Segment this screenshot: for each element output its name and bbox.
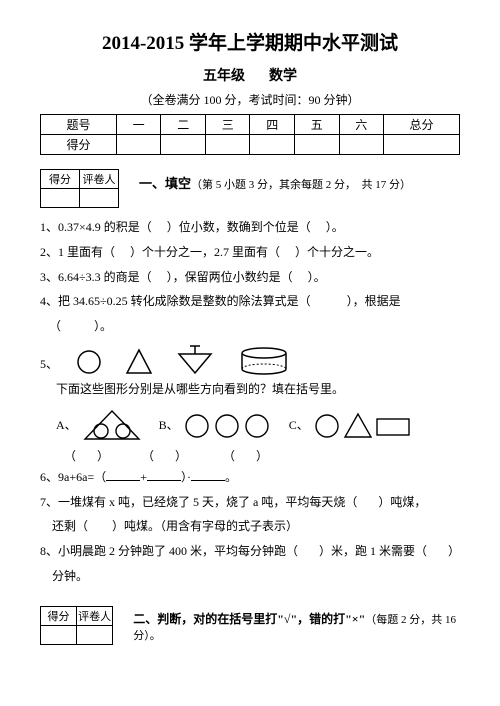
th-4: 四 bbox=[250, 115, 295, 135]
cell bbox=[384, 135, 460, 155]
cell bbox=[41, 189, 80, 208]
opt-c-label: C、 bbox=[289, 416, 309, 433]
q6b: + bbox=[140, 470, 147, 484]
th-total: 总分 bbox=[384, 115, 460, 135]
q4b: （ ）。 bbox=[40, 315, 460, 338]
section-1-title: 一、填空 bbox=[139, 176, 191, 191]
q6c: ）· bbox=[181, 470, 191, 484]
subtitle: 五年级 数学 bbox=[40, 65, 460, 85]
th-5: 五 bbox=[294, 115, 339, 135]
small-grader: 评卷人 bbox=[80, 170, 119, 189]
q4a: 4、把 34.65÷0.25 转化成除数是整数的除法算式是（ ），根据是 bbox=[40, 290, 460, 313]
th-3: 三 bbox=[205, 115, 250, 135]
marker-table-1: 得分 评卷人 bbox=[40, 169, 119, 208]
q8b: 分钟。 bbox=[40, 565, 460, 588]
cell bbox=[161, 135, 206, 155]
q8a: 8、小明晨跑 2 分钟跑了 400 米，平均每分钟跑（ ）米，跑 1 米需要（ … bbox=[40, 540, 460, 563]
q2: 2、1 里面有（ ）个十分之一，2.7 里面有（ ）个十分之一。 bbox=[40, 241, 460, 264]
q1: 1、0.37×4.9 的积是（ ）位小数，数确到个位是（ ）。 bbox=[40, 216, 460, 239]
score-table: 题号 一 二 三 四 五 六 总分 得分 bbox=[40, 114, 460, 155]
q7b: 还剩（ ）吨煤。（用含有字母的式子表示） bbox=[40, 515, 460, 538]
cell bbox=[77, 625, 113, 644]
marker-table-2: 得分 评卷人 bbox=[40, 606, 113, 645]
th-num: 题号 bbox=[41, 115, 117, 135]
q6d: 。 bbox=[225, 470, 237, 484]
opt-a-icon bbox=[81, 409, 143, 441]
cell bbox=[250, 135, 295, 155]
cell bbox=[339, 135, 384, 155]
cell bbox=[116, 135, 161, 155]
opt-b-label: B、 bbox=[159, 416, 179, 433]
grade: 五年级 bbox=[203, 69, 245, 84]
q5-label: 5、 bbox=[40, 353, 58, 376]
q7a: 7、一堆煤有 x 吨，已经烧了 5 天，烧了 a 吨，平均每天烧（ ）吨煤， bbox=[40, 491, 460, 514]
q5-parens: （ ） （ ） （ ） bbox=[64, 447, 460, 464]
cell bbox=[41, 625, 77, 644]
blank bbox=[106, 469, 140, 481]
blank bbox=[147, 469, 181, 481]
small-score: 得分 bbox=[41, 170, 80, 189]
cell bbox=[294, 135, 339, 155]
opt-c-icon bbox=[313, 410, 413, 440]
q3: 3、6.64÷3.3 的商是（ ），保留两位小数约是（ ）。 bbox=[40, 266, 460, 289]
cell bbox=[80, 189, 119, 208]
opt-b-icon bbox=[183, 410, 273, 440]
row-score-label: 得分 bbox=[41, 135, 117, 155]
th-6: 六 bbox=[339, 115, 384, 135]
q5-options: A、 B、 C、 bbox=[56, 409, 460, 441]
small-grader: 评卷人 bbox=[77, 606, 113, 625]
q6: 6、9a+6a=（ + ）· 。 bbox=[40, 466, 460, 489]
subject: 数学 bbox=[269, 69, 297, 84]
blank bbox=[191, 469, 225, 481]
section-2-title: 二、判断，对的在括号里打"√"，错的打"×" bbox=[133, 612, 365, 626]
q6a: 6、9a+6a=（ bbox=[40, 470, 106, 484]
th-2: 二 bbox=[161, 115, 206, 135]
q5b: 下面这些图形分别是从哪些方向看到的？填在括号里。 bbox=[56, 378, 460, 401]
section-2-head: 二、判断，对的在括号里打"√"，错的打"×"（每题 2 分，共 16 分）。 bbox=[133, 606, 460, 643]
cell bbox=[205, 135, 250, 155]
th-1: 一 bbox=[116, 115, 161, 135]
shapes-row-icon bbox=[64, 340, 364, 376]
section-1-head: 一、填空（第 5 小题 3 分，其余每题 2 分， 共 17 分） bbox=[139, 169, 411, 192]
page-title: 2014-2015 学年上学期期中水平测试 bbox=[40, 28, 460, 55]
q5: 5、 bbox=[40, 340, 460, 376]
small-score: 得分 bbox=[41, 606, 77, 625]
exam-info: （全卷满分 100 分，考试时间：90 分钟） bbox=[40, 91, 460, 108]
opt-a-label: A、 bbox=[56, 416, 77, 433]
section-1-note: （第 5 小题 3 分，其余每题 2 分， 共 17 分） bbox=[191, 179, 411, 191]
